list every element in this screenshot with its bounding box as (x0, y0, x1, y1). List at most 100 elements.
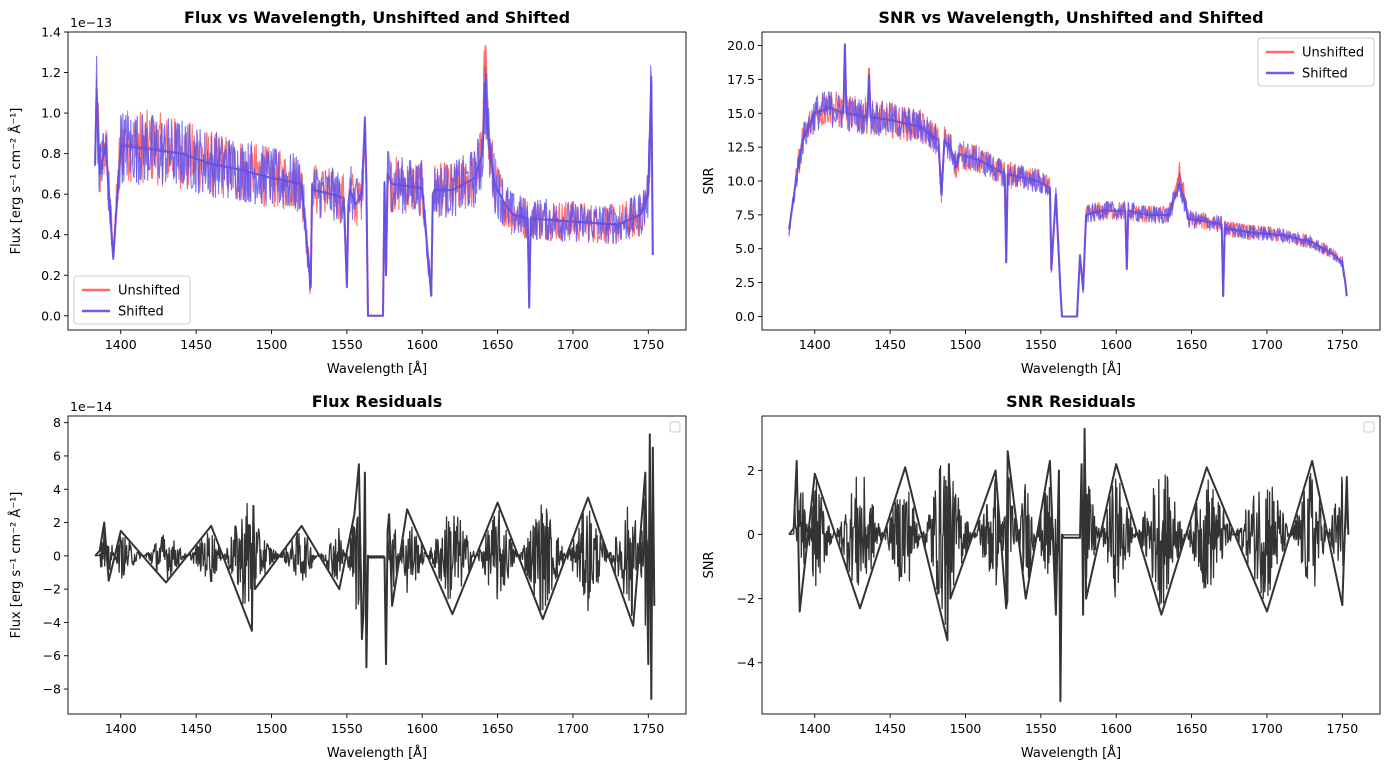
axes-frame (761, 415, 1381, 715)
y-tick-label: 17.5 (727, 72, 755, 87)
x-tick-label: 1650 (482, 337, 514, 352)
legend-label-shifted: Shifted (118, 305, 164, 320)
x-tick-label: 1500 (256, 721, 288, 736)
x-tick-label: 1600 (1100, 721, 1132, 736)
x-tick-label: 1450 (874, 721, 906, 736)
x-tick-label: 1750 (632, 721, 664, 736)
legend-label-shifted: Shifted (1302, 67, 1348, 82)
y-axis-label: SNR (702, 551, 717, 578)
y-tick-label: −6 (43, 648, 61, 663)
y-offset-label: 1e−13 (70, 15, 112, 30)
x-tick-label: 1700 (557, 721, 589, 736)
y-tick-label: −2 (737, 591, 755, 606)
y-tick-label: −4 (737, 655, 755, 670)
x-tick-label: 1550 (331, 721, 363, 736)
legend-empty (669, 421, 681, 433)
x-tick-label: 1400 (105, 337, 137, 352)
y-tick-label: −2 (43, 582, 61, 597)
y-tick-label: 15.0 (727, 106, 755, 121)
y-tick-label: 0.4 (41, 227, 61, 242)
y-axis-label: Flux [erg s⁻¹ cm⁻² Å⁻¹] (8, 108, 24, 255)
y-tick-label: 1.0 (41, 106, 61, 121)
legend-label-unshifted: Unshifted (118, 284, 180, 299)
x-tick-label: 1650 (482, 721, 514, 736)
x-tick-label: 1650 (1176, 337, 1208, 352)
legend: Unshifted Shifted (73, 275, 191, 325)
y-tick-label: 1.4 (41, 25, 61, 40)
chart-3: 1400 1450 1500 1550 1600 1650 1700 1750 −8 −6 −4 −2… (8, 392, 687, 761)
chart-4: 1400 1450 1500 1550 1600 1650 1700 1750 −4 −2 0 2 SN… (702, 392, 1381, 761)
chart-title: SNR Residuals (1006, 392, 1136, 411)
x-tick-label: 1700 (557, 337, 589, 352)
x-tick-label: 1550 (1025, 721, 1057, 736)
chart-2: 1400 1450 1500 1550 1600 1650 1700 1750 0.0 2.5 5.… (702, 8, 1381, 377)
x-tick-label: 1400 (799, 721, 831, 736)
x-tick-label: 1750 (1326, 337, 1358, 352)
axes-frame (67, 415, 687, 715)
x-tick-label: 1400 (799, 337, 831, 352)
y-tick-label: 10.0 (727, 174, 755, 189)
chart-1: 1400 1450 1500 1550 1600 1650 1700 1750 0.0 0.2 0.… (8, 8, 687, 377)
x-tick-label: 1700 (1251, 721, 1283, 736)
axes-frame (67, 31, 687, 331)
x-tick-label: 1400 (105, 721, 137, 736)
y-axis-label: Flux [erg s⁻¹ cm⁻² Å⁻¹] (8, 492, 24, 639)
x-tick-label: 1600 (406, 721, 438, 736)
legend-label-unshifted: Unshifted (1302, 46, 1364, 61)
y-tick-label: 6 (53, 448, 61, 463)
series-residual-line (788, 428, 1349, 702)
series-shifted-line-envelope (788, 43, 1348, 318)
x-axis-label: Wavelength [Å] (1021, 361, 1121, 377)
plot-area (788, 43, 1348, 318)
y-tick-label: 12.5 (727, 140, 755, 155)
y-tick-label: 8 (53, 415, 61, 430)
x-tick-label: 1550 (331, 337, 363, 352)
y-tick-label: 0 (53, 548, 61, 563)
y-tick-label: 0.8 (41, 146, 61, 161)
x-tick-label: 1500 (950, 721, 982, 736)
x-tick-label: 1750 (632, 337, 664, 352)
plot-area (94, 433, 656, 700)
y-offset-label: 1e−14 (70, 399, 112, 414)
x-tick-label: 1500 (950, 337, 982, 352)
y-tick-label: 0.6 (41, 187, 61, 202)
x-tick-label: 1450 (180, 721, 212, 736)
x-axis-label: Wavelength [Å] (1021, 745, 1121, 761)
y-tick-label: 2.5 (735, 275, 755, 290)
x-tick-label: 1550 (1025, 337, 1057, 352)
chart-title: Flux Residuals (312, 392, 443, 411)
x-tick-label: 1600 (406, 337, 438, 352)
y-tick-label: 7.5 (735, 207, 755, 222)
chart-title: Flux vs Wavelength, Unshifted and Shifte… (184, 8, 570, 27)
x-tick-label: 1450 (180, 337, 212, 352)
chart-title: SNR vs Wavelength, Unshifted and Shifted (878, 8, 1263, 27)
x-tick-label: 1750 (1326, 721, 1358, 736)
series-residual-line-envelope (94, 433, 656, 700)
x-tick-label: 1450 (874, 337, 906, 352)
legend: Unshifted Shifted (1257, 37, 1375, 87)
plot-area (788, 427, 1350, 703)
y-tick-label: 0 (747, 527, 755, 542)
y-tick-label: −8 (43, 682, 61, 697)
series-unshifted-line-envelope (94, 45, 654, 317)
y-tick-label: 0.2 (41, 268, 61, 283)
x-tick-label: 1600 (1100, 337, 1132, 352)
series-residual-line-envelope (788, 427, 1350, 703)
y-axis-label: SNR (702, 167, 717, 194)
y-tick-label: 20.0 (727, 38, 755, 53)
y-tick-label: 2 (747, 463, 755, 478)
y-tick-label: 5.0 (735, 241, 755, 256)
x-axis-label: Wavelength [Å] (327, 361, 427, 377)
y-tick-label: 0.0 (735, 309, 755, 324)
legend-empty (1363, 421, 1375, 433)
plot-area (94, 45, 654, 317)
y-tick-label: 4 (53, 482, 61, 497)
y-tick-label: 1.2 (41, 65, 61, 80)
y-tick-label: 0.0 (41, 308, 61, 323)
x-tick-label: 1500 (256, 337, 288, 352)
x-axis-label: Wavelength [Å] (327, 745, 427, 761)
x-tick-label: 1650 (1176, 721, 1208, 736)
y-tick-label: 2 (53, 515, 61, 530)
series-shifted-line-envelope (94, 75, 654, 317)
